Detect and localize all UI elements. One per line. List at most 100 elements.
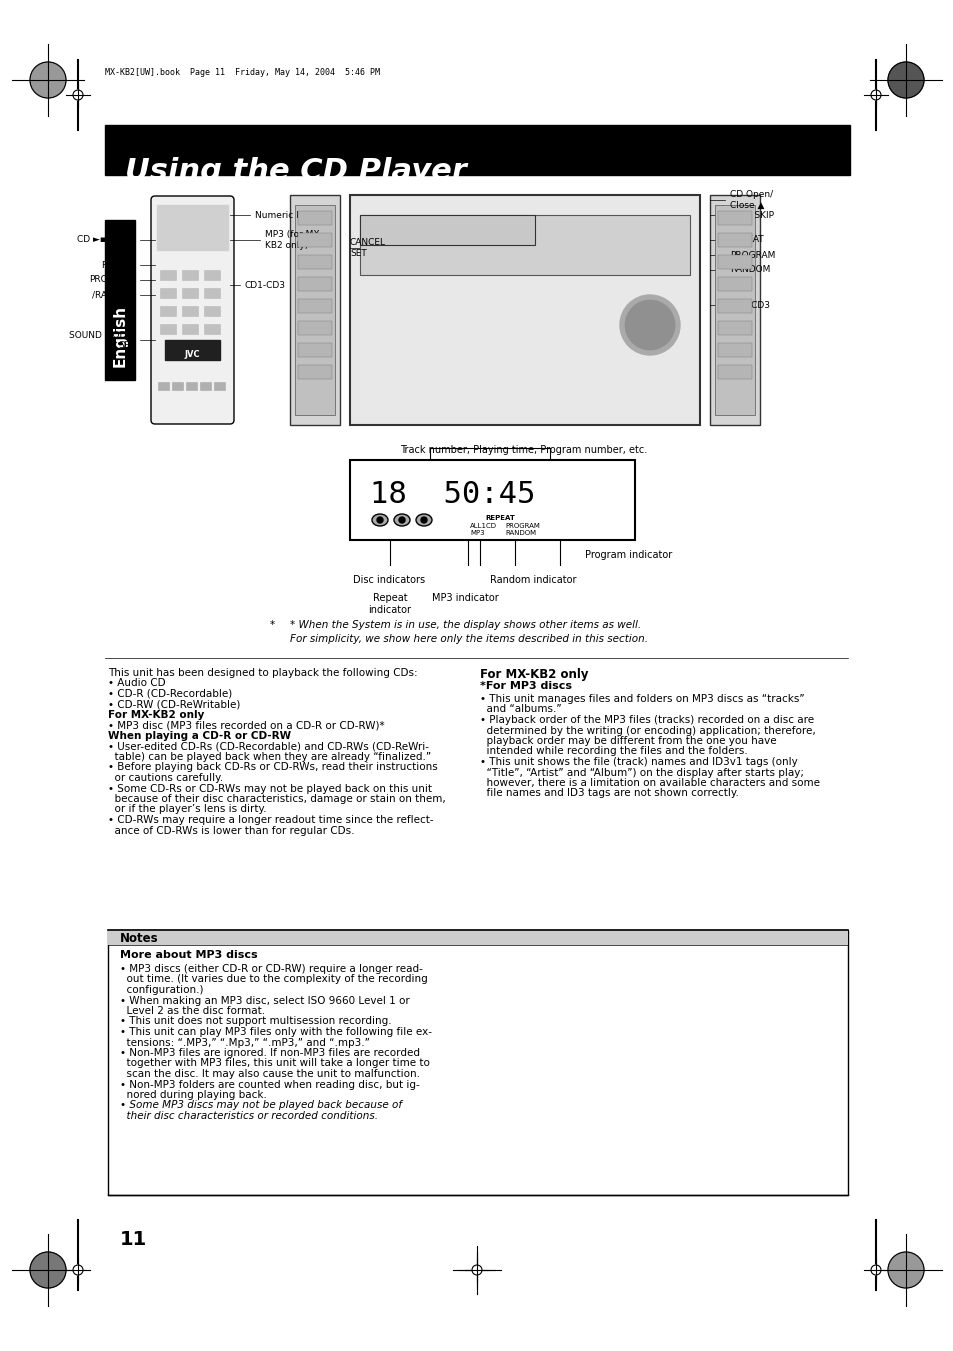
Bar (204, 270, 220, 280)
Text: SOUND MODE/
SET: SOUND MODE/ SET (69, 330, 135, 350)
Circle shape (472, 1265, 481, 1275)
Text: Notes: Notes (120, 932, 158, 944)
Text: playback order may be different from the one you have: playback order may be different from the… (479, 736, 776, 746)
Text: Repeat
indicator: Repeat indicator (368, 593, 411, 615)
Text: their disc characteristics or recorded conditions.: their disc characteristics or recorded c… (120, 1111, 377, 1121)
Bar (297, 255, 332, 269)
Text: CD1-CD3: CD1-CD3 (245, 281, 286, 289)
Bar (297, 211, 332, 226)
Text: More about MP3 discs: More about MP3 discs (120, 950, 257, 961)
Text: 18  50:45: 18 50:45 (370, 480, 535, 509)
Circle shape (398, 517, 405, 523)
Text: PROGRAM: PROGRAM (504, 523, 539, 530)
Bar (294, 205, 335, 415)
Bar (297, 299, 332, 313)
Bar (359, 215, 689, 276)
Text: 11: 11 (120, 1229, 147, 1250)
Bar (718, 232, 751, 247)
Circle shape (619, 295, 679, 355)
Text: configuration.): configuration.) (120, 985, 203, 994)
Text: • This unit does not support multisession recording.: • This unit does not support multisessio… (120, 1016, 392, 1027)
Ellipse shape (394, 513, 410, 526)
Text: REPEAT: REPEAT (729, 235, 762, 245)
Text: • Non-MP3 files are ignored. If non-MP3 files are recorded: • Non-MP3 files are ignored. If non-MP3 … (120, 1048, 419, 1058)
Text: REPEAT: REPEAT (484, 515, 515, 521)
Text: nored during playing back.: nored during playing back. (120, 1090, 267, 1100)
Text: For MX-KB2 only: For MX-KB2 only (479, 667, 588, 681)
Text: /RANDOM: /RANDOM (91, 290, 135, 300)
Text: however, there is a limitation on available characters and some: however, there is a limitation on availa… (479, 778, 820, 788)
Text: together with MP3 files, this unit will take a longer time to: together with MP3 files, this unit will … (120, 1058, 430, 1069)
Circle shape (73, 91, 83, 100)
Text: MX-KB2[UW].book  Page 11  Friday, May 14, 2004  5:46 PM: MX-KB2[UW].book Page 11 Friday, May 14, … (105, 68, 379, 77)
Bar (165, 340, 220, 359)
Text: Program indicator: Program indicator (584, 550, 672, 561)
Bar (172, 382, 183, 390)
Circle shape (73, 1265, 83, 1275)
Text: out time. (It varies due to the complexity of the recording: out time. (It varies due to the complexi… (120, 974, 427, 985)
Text: Track number, Playing time, Program number, etc.: Track number, Playing time, Program numb… (399, 444, 646, 455)
Text: Numeric keys: Numeric keys (254, 211, 316, 219)
Text: determined by the writing (or encoding) application; therefore,: determined by the writing (or encoding) … (479, 725, 815, 735)
Bar (182, 270, 198, 280)
Bar (290, 195, 339, 426)
Bar (350, 459, 635, 540)
Bar (213, 382, 225, 390)
Text: • When making an MP3 disc, select ISO 9660 Level 1 or: • When making an MP3 disc, select ISO 96… (120, 996, 410, 1005)
Ellipse shape (416, 513, 432, 526)
Text: • This unit manages files and folders on MP3 discs as “tracks”: • This unit manages files and folders on… (479, 694, 803, 704)
Text: • User-edited CD-Rs (CD-Recordable) and CD-RWs (CD-ReWri-: • User-edited CD-Rs (CD-Recordable) and … (108, 742, 429, 751)
Circle shape (870, 1265, 880, 1275)
Text: CD ►▪PAUSE: CD ►▪PAUSE (77, 235, 135, 245)
Text: or cautions carefully.: or cautions carefully. (108, 773, 223, 784)
Text: MP3: MP3 (470, 530, 484, 536)
Circle shape (30, 62, 66, 99)
Bar (350, 195, 700, 426)
Bar (718, 365, 751, 380)
Bar (204, 324, 220, 334)
Text: *For MP3 discs: *For MP3 discs (479, 681, 572, 690)
Text: • This unit can play MP3 files only with the following file ex-: • This unit can play MP3 files only with… (120, 1027, 432, 1038)
Bar (200, 382, 211, 390)
Bar (160, 270, 175, 280)
Bar (204, 288, 220, 299)
Text: CD Open/
Close ▲: CD Open/ Close ▲ (729, 190, 772, 209)
Text: • Audio CD: • Audio CD (108, 678, 166, 689)
Text: table) can be played back when they are already “finalized.”: table) can be played back when they are … (108, 753, 431, 762)
Text: Level 2 as the disc format.: Level 2 as the disc format. (120, 1006, 265, 1016)
Text: Disc indicators: Disc indicators (353, 576, 425, 585)
Text: file names and ID3 tags are not shown correctly.: file names and ID3 tags are not shown co… (479, 789, 739, 798)
Bar (297, 232, 332, 247)
Text: • CD-RW (CD-ReWritable): • CD-RW (CD-ReWritable) (108, 700, 240, 709)
Bar (105, 126, 849, 176)
Circle shape (420, 517, 427, 523)
Text: because of their disc characteristics, damage or stain on them,: because of their disc characteristics, d… (108, 794, 445, 804)
Text: • CD-R (CD-Recordable): • CD-R (CD-Recordable) (108, 689, 232, 698)
Text: Using the CD Player: Using the CD Player (125, 157, 466, 186)
Bar (158, 382, 169, 390)
Text: • This unit shows the file (track) names and ID3v1 tags (only: • This unit shows the file (track) names… (479, 757, 797, 767)
Text: MP3 (for MX-
KB2 only): MP3 (for MX- KB2 only) (265, 230, 322, 250)
Bar (297, 322, 332, 335)
Circle shape (887, 62, 923, 99)
Bar (718, 255, 751, 269)
Text: *: * (270, 620, 274, 630)
Text: For simplicity, we show here only the items described in this section.: For simplicity, we show here only the it… (290, 634, 647, 644)
Text: ALL1CD: ALL1CD (470, 523, 497, 530)
Bar (718, 322, 751, 335)
Text: This unit has been designed to playback the following CDs:: This unit has been designed to playback … (108, 667, 417, 678)
Text: • Playback order of the MP3 files (tracks) recorded on a disc are: • Playback order of the MP3 files (track… (479, 715, 813, 725)
Text: REPEAT: REPEAT (101, 261, 135, 269)
Bar (718, 343, 751, 357)
Bar (157, 205, 228, 250)
Bar (714, 205, 754, 415)
Text: • Some MP3 discs may not be played back because of: • Some MP3 discs may not be played back … (120, 1101, 401, 1111)
Bar (160, 324, 175, 334)
Text: • MP3 disc (MP3 files recorded on a CD-R or CD-RW)*: • MP3 disc (MP3 files recorded on a CD-R… (108, 720, 384, 731)
Bar (182, 324, 198, 334)
Text: CANCEL
SET: CANCEL SET (350, 238, 386, 258)
Text: RANDOM: RANDOM (504, 530, 536, 536)
Bar (709, 195, 760, 426)
Text: For MX-KB2 only: For MX-KB2 only (108, 711, 204, 720)
Text: When playing a CD-R or CD-RW: When playing a CD-R or CD-RW (108, 731, 291, 740)
